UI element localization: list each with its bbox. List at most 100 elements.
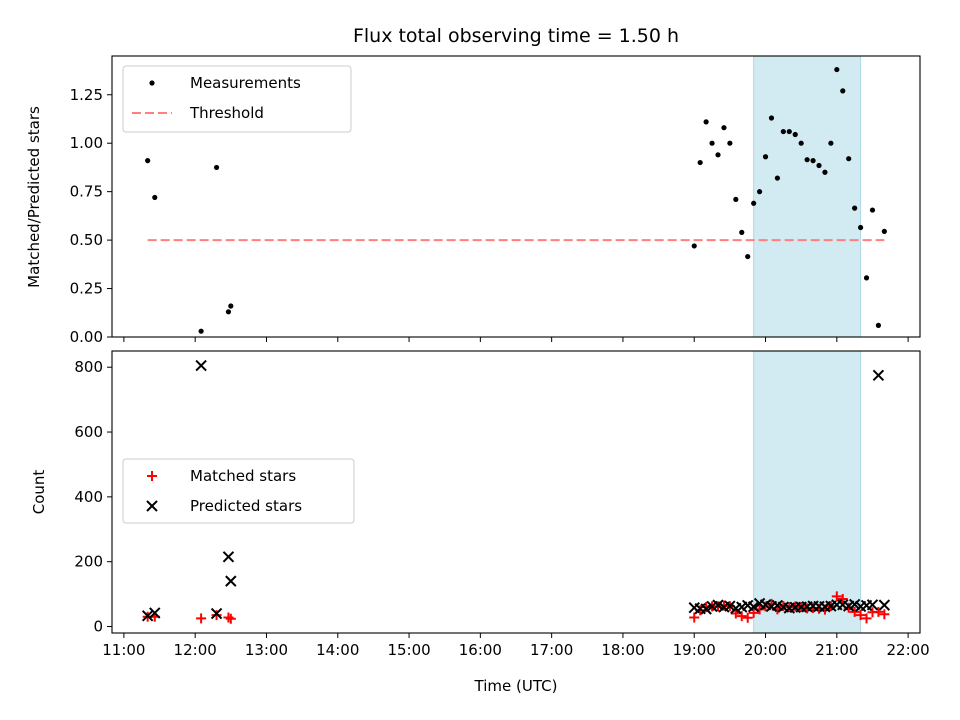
top-measurements-point-14 xyxy=(739,229,745,235)
bottom-y-tick-label-1: 200 xyxy=(74,553,103,571)
top-measurements-point-20 xyxy=(774,175,781,181)
top-measurements-point-9 xyxy=(709,140,715,146)
bottom-matched-stars-point-3 xyxy=(211,610,222,621)
bottom-matched-stars-point-5 xyxy=(225,613,236,624)
bottom-panel: 11:00 12:00 13:00 14:00 15:00 16:00 17:00 18:00… xyxy=(74,350,930,659)
top-measurements-point-35 xyxy=(863,275,870,281)
bottom-matched-stars-point-13 xyxy=(730,608,741,619)
x-axis-label: Time (UTC) xyxy=(474,677,558,695)
top-legend-label-measurements: Measurements xyxy=(190,74,301,92)
top-y-tick-label-4: 1.00 xyxy=(70,134,103,152)
bottom-x-tick-label-0: 11:00 xyxy=(102,641,145,659)
bottom-predicted-stars-point-38 xyxy=(878,599,891,611)
top-measurements-point-38 xyxy=(881,228,887,234)
bottom-matched-stars-point-2 xyxy=(196,613,207,624)
bottom-legend-label-predicted-stars: Predicted stars xyxy=(190,497,302,515)
top-y-tick-label-2: 0.50 xyxy=(70,231,103,249)
top-measurements-point-29 xyxy=(828,140,834,146)
bottom-x-tick-label-2: 13:00 xyxy=(245,641,288,659)
top-measurements-point-2 xyxy=(198,328,204,334)
bottom-matched-stars-point-35 xyxy=(861,613,872,624)
top-measurements-point-18 xyxy=(762,154,769,160)
top-measurements-point-30 xyxy=(834,66,840,73)
top-measurements-point-15 xyxy=(745,253,751,260)
bottom-predicted-stars-point-37 xyxy=(872,369,885,382)
top-measurements-point-4 xyxy=(225,309,232,315)
bottom-x-tick-label-9: 20:00 xyxy=(744,641,787,659)
bottom-predicted-stars-point-12 xyxy=(724,600,736,612)
top-panel: 0.00 0.25 0.50 0.75 1.00 1.25 Measurements Thre… xyxy=(70,55,921,346)
top-measurements-point-32 xyxy=(846,156,852,162)
bottom-matched-stars-point-31 xyxy=(837,593,848,604)
bottom-y-tick-label-4: 800 xyxy=(74,358,103,376)
top-measurements-point-16 xyxy=(751,200,757,206)
top-y-tick-label-1: 0.25 xyxy=(70,280,103,298)
top-legend-box xyxy=(122,65,352,133)
bottom-predicted-stars-point-2 xyxy=(195,359,207,372)
bottom-x-tick-label-7: 18:00 xyxy=(601,641,644,659)
top-measurements-point-31 xyxy=(840,88,846,94)
chart-title: Flux total observing time = 1.50 h xyxy=(353,25,679,47)
bottom-matched-stars-point-37 xyxy=(873,606,884,617)
bottom-y-tick-label-0: 0 xyxy=(93,618,103,636)
bottom-predicted-stars-point-8 xyxy=(700,603,712,615)
top-measurements-point-13 xyxy=(733,196,739,203)
top-measurements-point-36 xyxy=(869,207,876,213)
top-measurements-point-0 xyxy=(145,158,151,164)
top-y-axis-label: Matched/Predicted stars xyxy=(25,106,43,288)
top-measurements-point-23 xyxy=(792,131,798,138)
bottom-legend-label-matched-stars: Matched stars xyxy=(190,467,296,485)
bottom-axes-frame xyxy=(111,350,921,634)
top-measurements-point-7 xyxy=(697,159,703,166)
bottom-y-tick-label-2: 400 xyxy=(74,488,103,506)
bottom-matched-stars-point-34 xyxy=(855,610,866,621)
top-measurements-point-17 xyxy=(756,189,763,195)
top-measurements-point-19 xyxy=(768,115,775,121)
top-measurements-point-33 xyxy=(852,205,858,211)
top-measurements-point-28 xyxy=(822,169,828,175)
top-measurements-point-6 xyxy=(691,243,697,249)
top-measurements-point-24 xyxy=(798,140,804,146)
top-measurements-point-37 xyxy=(875,322,882,328)
bottom-matched-stars-point-38 xyxy=(879,609,890,620)
top-measurements-point-3 xyxy=(213,164,220,171)
bottom-legend: Matched stars Predicted stars xyxy=(122,458,355,524)
top-measurements-point-10 xyxy=(715,152,721,158)
bottom-legend-marker-matched-stars xyxy=(147,471,157,481)
top-measurements-point-26 xyxy=(810,158,816,164)
bottom-x-tick-label-8: 19:00 xyxy=(673,641,716,659)
top-measurements-point-11 xyxy=(721,125,727,131)
bottom-x-tick-label-3: 14:00 xyxy=(316,641,359,659)
top-legend: Measurements Threshold xyxy=(122,65,352,133)
bottom-matched-stars-point-15 xyxy=(742,612,753,623)
bottom-y-axis-label: Count xyxy=(30,470,48,515)
top-measurements-point-1 xyxy=(152,194,158,201)
bottom-matched-stars-point-33 xyxy=(849,606,860,617)
top-measurements-point-5 xyxy=(228,303,234,309)
top-measurements-point-34 xyxy=(857,224,864,231)
bottom-predicted-stars-point-3 xyxy=(210,607,223,620)
bottom-shaded-span xyxy=(753,350,862,634)
bottom-predicted-stars-point-1 xyxy=(149,607,161,619)
bottom-legend-marker-predicted-stars xyxy=(146,500,158,512)
top-measurements-point-21 xyxy=(780,128,786,135)
bottom-x-tick-label-10: 21:00 xyxy=(815,641,858,659)
bottom-x-tick-label-5: 16:00 xyxy=(459,641,502,659)
top-measurements-point-22 xyxy=(786,128,792,135)
top-axes-frame xyxy=(111,55,921,338)
bottom-predicted-stars-point-5 xyxy=(225,575,237,587)
bottom-matched-stars-point-14 xyxy=(736,611,747,622)
bottom-x-tick-label-4: 15:00 xyxy=(387,641,430,659)
bottom-y-tick-label-3: 600 xyxy=(74,423,103,441)
bottom-x-tick-label-6: 17:00 xyxy=(530,641,573,659)
bottom-x-tick-label-11: 22:00 xyxy=(887,641,930,659)
top-y-tick-label-0: 0.00 xyxy=(70,328,103,346)
bottom-predicted-stars-point-36 xyxy=(866,599,879,611)
bottom-predicted-stars-point-0 xyxy=(141,610,154,622)
bottom-predicted-stars-point-4 xyxy=(222,551,235,563)
bottom-legend-box xyxy=(122,458,355,524)
top-y-tick-label-5: 1.25 xyxy=(70,86,103,104)
top-measurements-point-27 xyxy=(816,162,822,169)
top-measurements-point-12 xyxy=(727,140,733,146)
bottom-matched-stars-point-16 xyxy=(748,607,759,618)
